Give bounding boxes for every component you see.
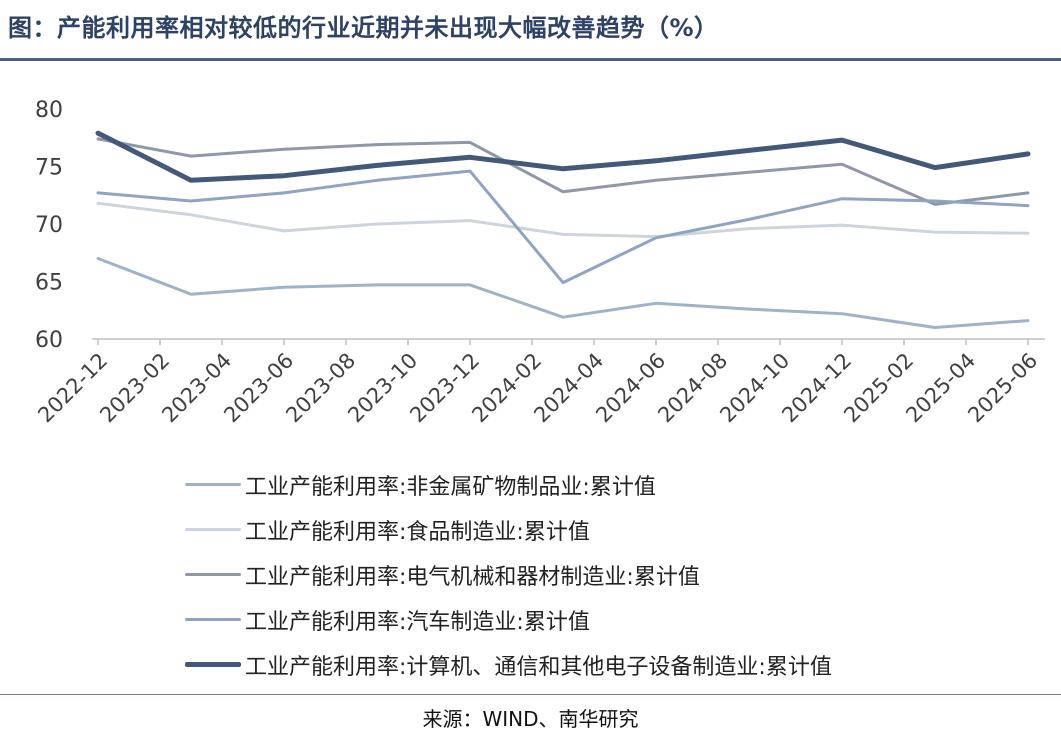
legend-label: 工业产能利用率:非金属矿物制品业:累计值 <box>245 474 656 500</box>
legend-swatch <box>185 573 241 576</box>
legend-swatch <box>185 483 241 486</box>
legend-item: 工业产能利用率:电气机械和器材制造业:累计值 <box>185 552 832 597</box>
series-line-1 <box>96 257 1030 329</box>
y-axis-ticks: 80 75 70 65 60 <box>35 98 63 353</box>
legend-label: 工业产能利用率:计算机、通信和其他电子设备制造业:累计值 <box>245 654 832 680</box>
line-chart: 80 75 70 65 60 2022-122023-022023-042023-062… <box>33 98 1045 427</box>
series-line-5 <box>95 130 1031 183</box>
legend-swatch <box>185 662 241 667</box>
footer-divider <box>0 694 1061 695</box>
legend-swatch <box>185 618 241 621</box>
y-tick-label: 75 <box>35 156 63 181</box>
y-tick-label: 70 <box>35 213 63 238</box>
legend-item: 工业产能利用率:食品制造业:累计值 <box>185 507 832 552</box>
legend-label: 工业产能利用率:食品制造业:累计值 <box>245 519 590 545</box>
legend-item: 工业产能利用率:汽车制造业:累计值 <box>185 597 832 642</box>
y-tick-label: 65 <box>35 271 63 296</box>
series-lines <box>95 130 1031 329</box>
source-note: 来源：WIND、南华研究 <box>422 707 639 731</box>
x-axis-ticks: 2022-122023-022023-042023-062023-082023-… <box>33 339 1042 427</box>
legend-item: 工业产能利用率:非金属矿物制品业:累计值 <box>185 462 832 507</box>
series-line-3 <box>96 137 1030 206</box>
legend-item: 工业产能利用率:计算机、通信和其他电子设备制造业:累计值 <box>185 642 832 687</box>
legend-swatch <box>185 528 241 531</box>
y-tick-label: 80 <box>35 98 63 123</box>
chart-title: 图：产能利用率相对较低的行业近期并未出现大幅改善趋势（%） <box>8 14 719 42</box>
series-line-2 <box>96 201 1030 239</box>
legend-label: 工业产能利用率:电气机械和器材制造业:累计值 <box>245 564 700 590</box>
y-tick-label: 60 <box>35 328 63 353</box>
series-line-4 <box>96 169 1030 285</box>
legend: 工业产能利用率:非金属矿物制品业:累计值 工业产能利用率:食品制造业:累计值 工业产… <box>185 462 832 687</box>
title-divider <box>0 58 1061 61</box>
legend-label: 工业产能利用率:汽车制造业:累计值 <box>245 609 590 635</box>
